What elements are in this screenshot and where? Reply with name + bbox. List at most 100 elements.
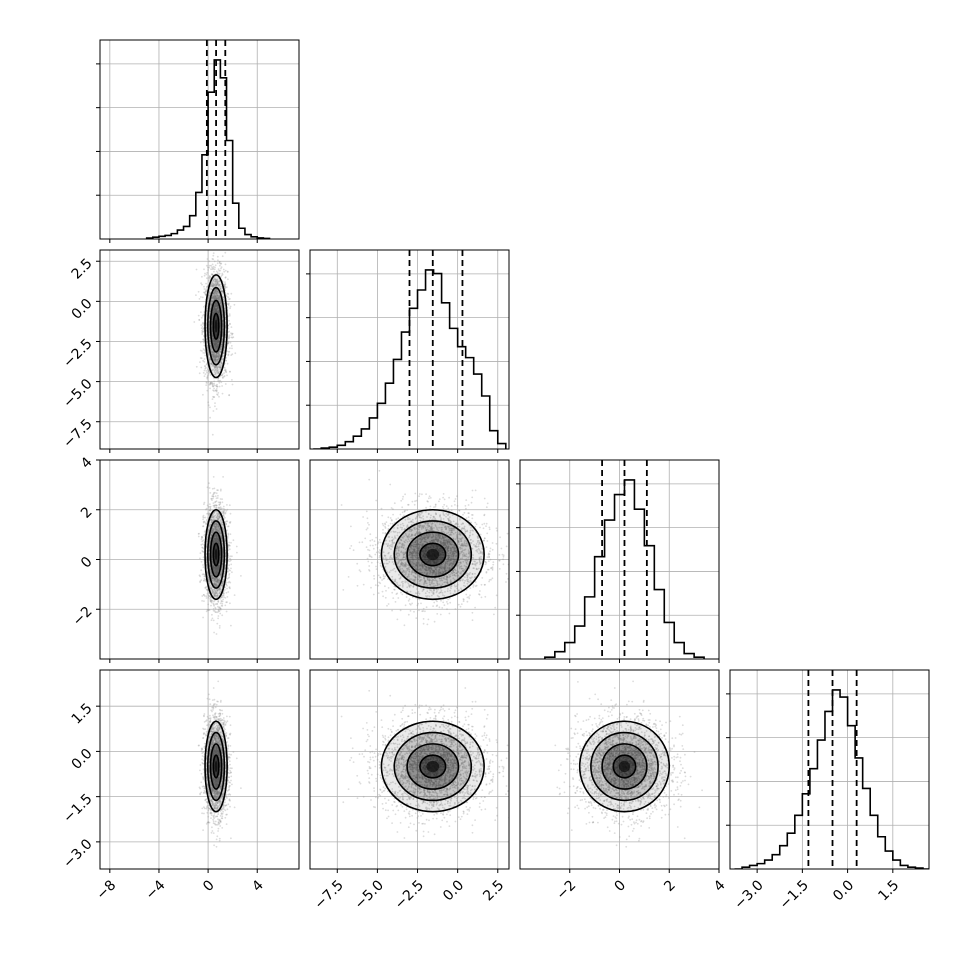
sample-point <box>214 525 217 528</box>
sample-point <box>229 569 232 572</box>
sample-point <box>212 541 215 544</box>
sample-point <box>206 285 209 288</box>
sample-point <box>224 269 227 272</box>
sample-point <box>208 580 211 583</box>
sample-point <box>214 296 217 299</box>
sample-point <box>216 305 219 307</box>
sample-point <box>212 353 215 356</box>
sample-point <box>214 569 217 572</box>
sample-point <box>214 295 217 298</box>
sample-point <box>211 590 214 593</box>
sample-point <box>210 534 213 537</box>
sample-point <box>200 311 202 313</box>
sample-point <box>214 345 217 348</box>
sample-point <box>214 538 217 541</box>
sample-point <box>214 525 216 528</box>
sample-point <box>220 345 223 348</box>
sample-point <box>208 331 211 334</box>
sample-point <box>217 568 220 571</box>
sample-point <box>215 535 218 538</box>
sample-point <box>202 341 205 344</box>
sample-point <box>213 359 216 362</box>
sample-point <box>210 521 213 523</box>
sample-point <box>214 539 217 542</box>
sample-point <box>216 385 219 388</box>
sample-point <box>216 297 218 300</box>
sample-point <box>223 346 226 349</box>
sample-point <box>216 389 218 392</box>
sample-point <box>222 321 224 323</box>
sample-point <box>208 487 211 489</box>
sample-point <box>222 592 225 595</box>
sample-point <box>215 335 218 338</box>
sample-point <box>217 540 220 543</box>
sample-point <box>231 332 234 335</box>
sample-point <box>210 519 213 521</box>
sample-point <box>213 576 215 579</box>
sample-point <box>217 351 219 354</box>
sample-point <box>215 526 217 529</box>
sample-point <box>215 270 218 273</box>
sample-point <box>217 617 220 620</box>
sample-point <box>222 594 225 597</box>
sample-point <box>214 504 217 506</box>
sample-point <box>212 355 215 358</box>
sample-point <box>214 578 216 581</box>
sample-point <box>231 333 233 336</box>
sample-point <box>218 357 221 360</box>
sample-point <box>204 289 207 292</box>
sample-point <box>217 307 220 309</box>
sample-point <box>213 355 215 358</box>
sample-point <box>214 309 217 312</box>
sample-point <box>217 541 219 544</box>
sample-point <box>216 283 219 286</box>
sample-point <box>214 518 217 521</box>
sample-point <box>205 507 208 510</box>
sample-point <box>200 560 203 563</box>
sample-point <box>214 541 216 543</box>
sample-point <box>210 600 212 603</box>
sample-point <box>214 307 216 310</box>
sample-point <box>223 531 225 534</box>
sample-point <box>218 286 221 288</box>
sample-point <box>202 328 204 331</box>
sample-point <box>214 284 216 287</box>
sample-point <box>202 348 205 350</box>
sample-point <box>218 627 221 629</box>
sample-point <box>227 353 230 356</box>
sample-point <box>208 525 211 527</box>
sample-point <box>211 499 213 501</box>
sample-point <box>217 529 219 532</box>
sample-point <box>214 308 217 311</box>
sample-point <box>214 355 217 358</box>
sample-point <box>211 326 213 329</box>
sample-point <box>216 603 218 605</box>
sample-point <box>203 575 206 578</box>
sample-point <box>214 571 217 573</box>
sample-point <box>215 577 218 580</box>
sample-point <box>214 291 217 293</box>
sample-point <box>221 498 224 500</box>
sample-point <box>212 356 215 359</box>
sample-point <box>202 516 204 518</box>
sample-point <box>215 310 218 313</box>
sample-point <box>228 302 230 305</box>
sample-point <box>213 584 216 586</box>
sample-point <box>219 269 222 272</box>
sample-point <box>208 582 211 584</box>
sample-point <box>215 526 217 529</box>
sample-point <box>215 346 218 349</box>
sample-point <box>209 508 212 511</box>
sample-point <box>203 268 205 271</box>
sample-point <box>211 353 214 356</box>
sample-point <box>213 283 216 286</box>
sample-point <box>215 566 218 569</box>
sample-point <box>213 290 216 292</box>
sample-point <box>223 575 226 578</box>
sample-point <box>217 578 219 581</box>
sample-point <box>210 587 213 590</box>
sample-point <box>226 520 229 523</box>
sample-point <box>221 374 224 377</box>
sample-point <box>201 536 204 539</box>
sample-point <box>223 592 225 595</box>
